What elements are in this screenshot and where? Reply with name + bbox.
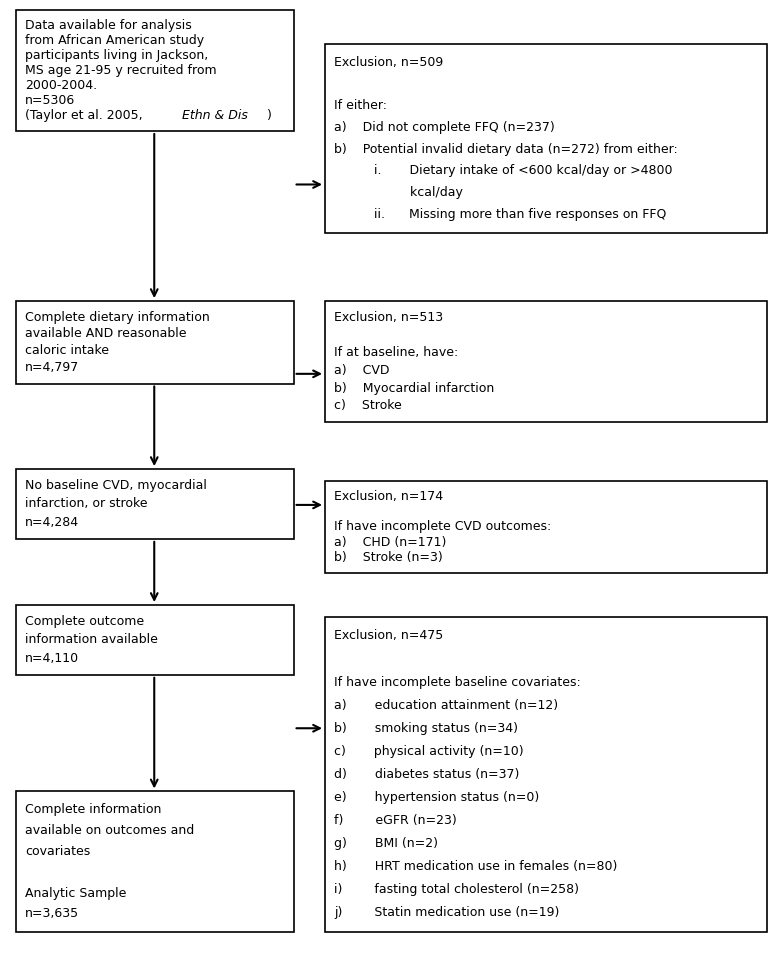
Text: Exclusion, n=513: Exclusion, n=513 — [334, 311, 443, 324]
Text: If have incomplete baseline covariates:: If have incomplete baseline covariates: — [334, 676, 581, 688]
Text: kcal/day: kcal/day — [334, 186, 464, 199]
Text: a)    Did not complete FFQ (n=237): a) Did not complete FFQ (n=237) — [334, 121, 555, 134]
Text: covariates: covariates — [25, 845, 90, 857]
Bar — [16, 469, 294, 539]
Text: MS age 21-95 y recruited from: MS age 21-95 y recruited from — [25, 64, 217, 77]
Text: participants living in Jackson,: participants living in Jackson, — [25, 49, 208, 62]
Text: c)       physical activity (n=10): c) physical activity (n=10) — [334, 745, 524, 757]
Text: b)    Myocardial infarction: b) Myocardial infarction — [334, 382, 495, 394]
Text: Complete dietary information: Complete dietary information — [25, 311, 210, 323]
Text: Ethn & Dis: Ethn & Dis — [182, 110, 248, 122]
Text: e)       hypertension status (n=0): e) hypertension status (n=0) — [334, 791, 539, 804]
Text: information available: information available — [25, 633, 158, 647]
Text: n=5306: n=5306 — [25, 94, 75, 107]
Text: n=4,110: n=4,110 — [25, 652, 79, 664]
Text: Analytic Sample: Analytic Sample — [25, 887, 126, 899]
Text: If either:: If either: — [334, 99, 388, 113]
Text: n=3,635: n=3,635 — [25, 908, 79, 921]
Text: h)       HRT medication use in females (n=80): h) HRT medication use in females (n=80) — [334, 860, 618, 873]
Text: a)    CHD (n=171): a) CHD (n=171) — [334, 536, 447, 549]
Text: infarction, or stroke: infarction, or stroke — [25, 497, 147, 511]
Text: (Taylor et al. 2005,: (Taylor et al. 2005, — [25, 110, 146, 122]
Text: If at baseline, have:: If at baseline, have: — [334, 347, 459, 359]
Text: from African American study: from African American study — [25, 34, 204, 47]
Bar — [16, 791, 294, 932]
Text: Exclusion, n=475: Exclusion, n=475 — [334, 629, 444, 643]
Bar — [325, 617, 767, 932]
Text: Complete information: Complete information — [25, 803, 161, 816]
Text: If have incomplete CVD outcomes:: If have incomplete CVD outcomes: — [334, 520, 551, 533]
Text: available on outcomes and: available on outcomes and — [25, 824, 194, 837]
Text: ): ) — [267, 110, 272, 122]
Text: Exclusion, n=509: Exclusion, n=509 — [334, 55, 444, 69]
Bar — [325, 44, 767, 233]
Text: caloric intake: caloric intake — [25, 344, 109, 357]
Text: c)    Stroke: c) Stroke — [334, 399, 402, 413]
Text: a)    CVD: a) CVD — [334, 364, 390, 377]
Text: b)    Stroke (n=3): b) Stroke (n=3) — [334, 551, 443, 564]
Text: g)       BMI (n=2): g) BMI (n=2) — [334, 837, 438, 851]
Text: j)        Statin medication use (n=19): j) Statin medication use (n=19) — [334, 906, 560, 920]
Text: i)        fasting total cholesterol (n=258): i) fasting total cholesterol (n=258) — [334, 884, 579, 896]
Bar — [325, 301, 767, 422]
Text: Complete outcome: Complete outcome — [25, 616, 144, 628]
Text: n=4,284: n=4,284 — [25, 516, 79, 528]
Bar — [16, 301, 294, 384]
Text: Data available for analysis: Data available for analysis — [25, 18, 192, 31]
Text: Exclusion, n=174: Exclusion, n=174 — [334, 489, 443, 503]
Bar — [16, 10, 294, 131]
Text: No baseline CVD, myocardial: No baseline CVD, myocardial — [25, 480, 207, 492]
Text: ii.      Missing more than five responses on FFQ: ii. Missing more than five responses on … — [334, 208, 666, 221]
Text: b)       smoking status (n=34): b) smoking status (n=34) — [334, 721, 518, 735]
Bar — [325, 481, 767, 573]
Text: 2000-2004.: 2000-2004. — [25, 79, 97, 92]
Bar — [16, 605, 294, 675]
Text: b)    Potential invalid dietary data (n=272) from either:: b) Potential invalid dietary data (n=272… — [334, 143, 678, 155]
Text: d)       diabetes status (n=37): d) diabetes status (n=37) — [334, 768, 520, 781]
Text: f)        eGFR (n=23): f) eGFR (n=23) — [334, 814, 457, 827]
Text: available AND reasonable: available AND reasonable — [25, 327, 186, 341]
Text: n=4,797: n=4,797 — [25, 361, 79, 374]
Text: i.       Dietary intake of <600 kcal/day or >4800: i. Dietary intake of <600 kcal/day or >4… — [334, 164, 673, 178]
Text: a)       education attainment (n=12): a) education attainment (n=12) — [334, 698, 558, 712]
